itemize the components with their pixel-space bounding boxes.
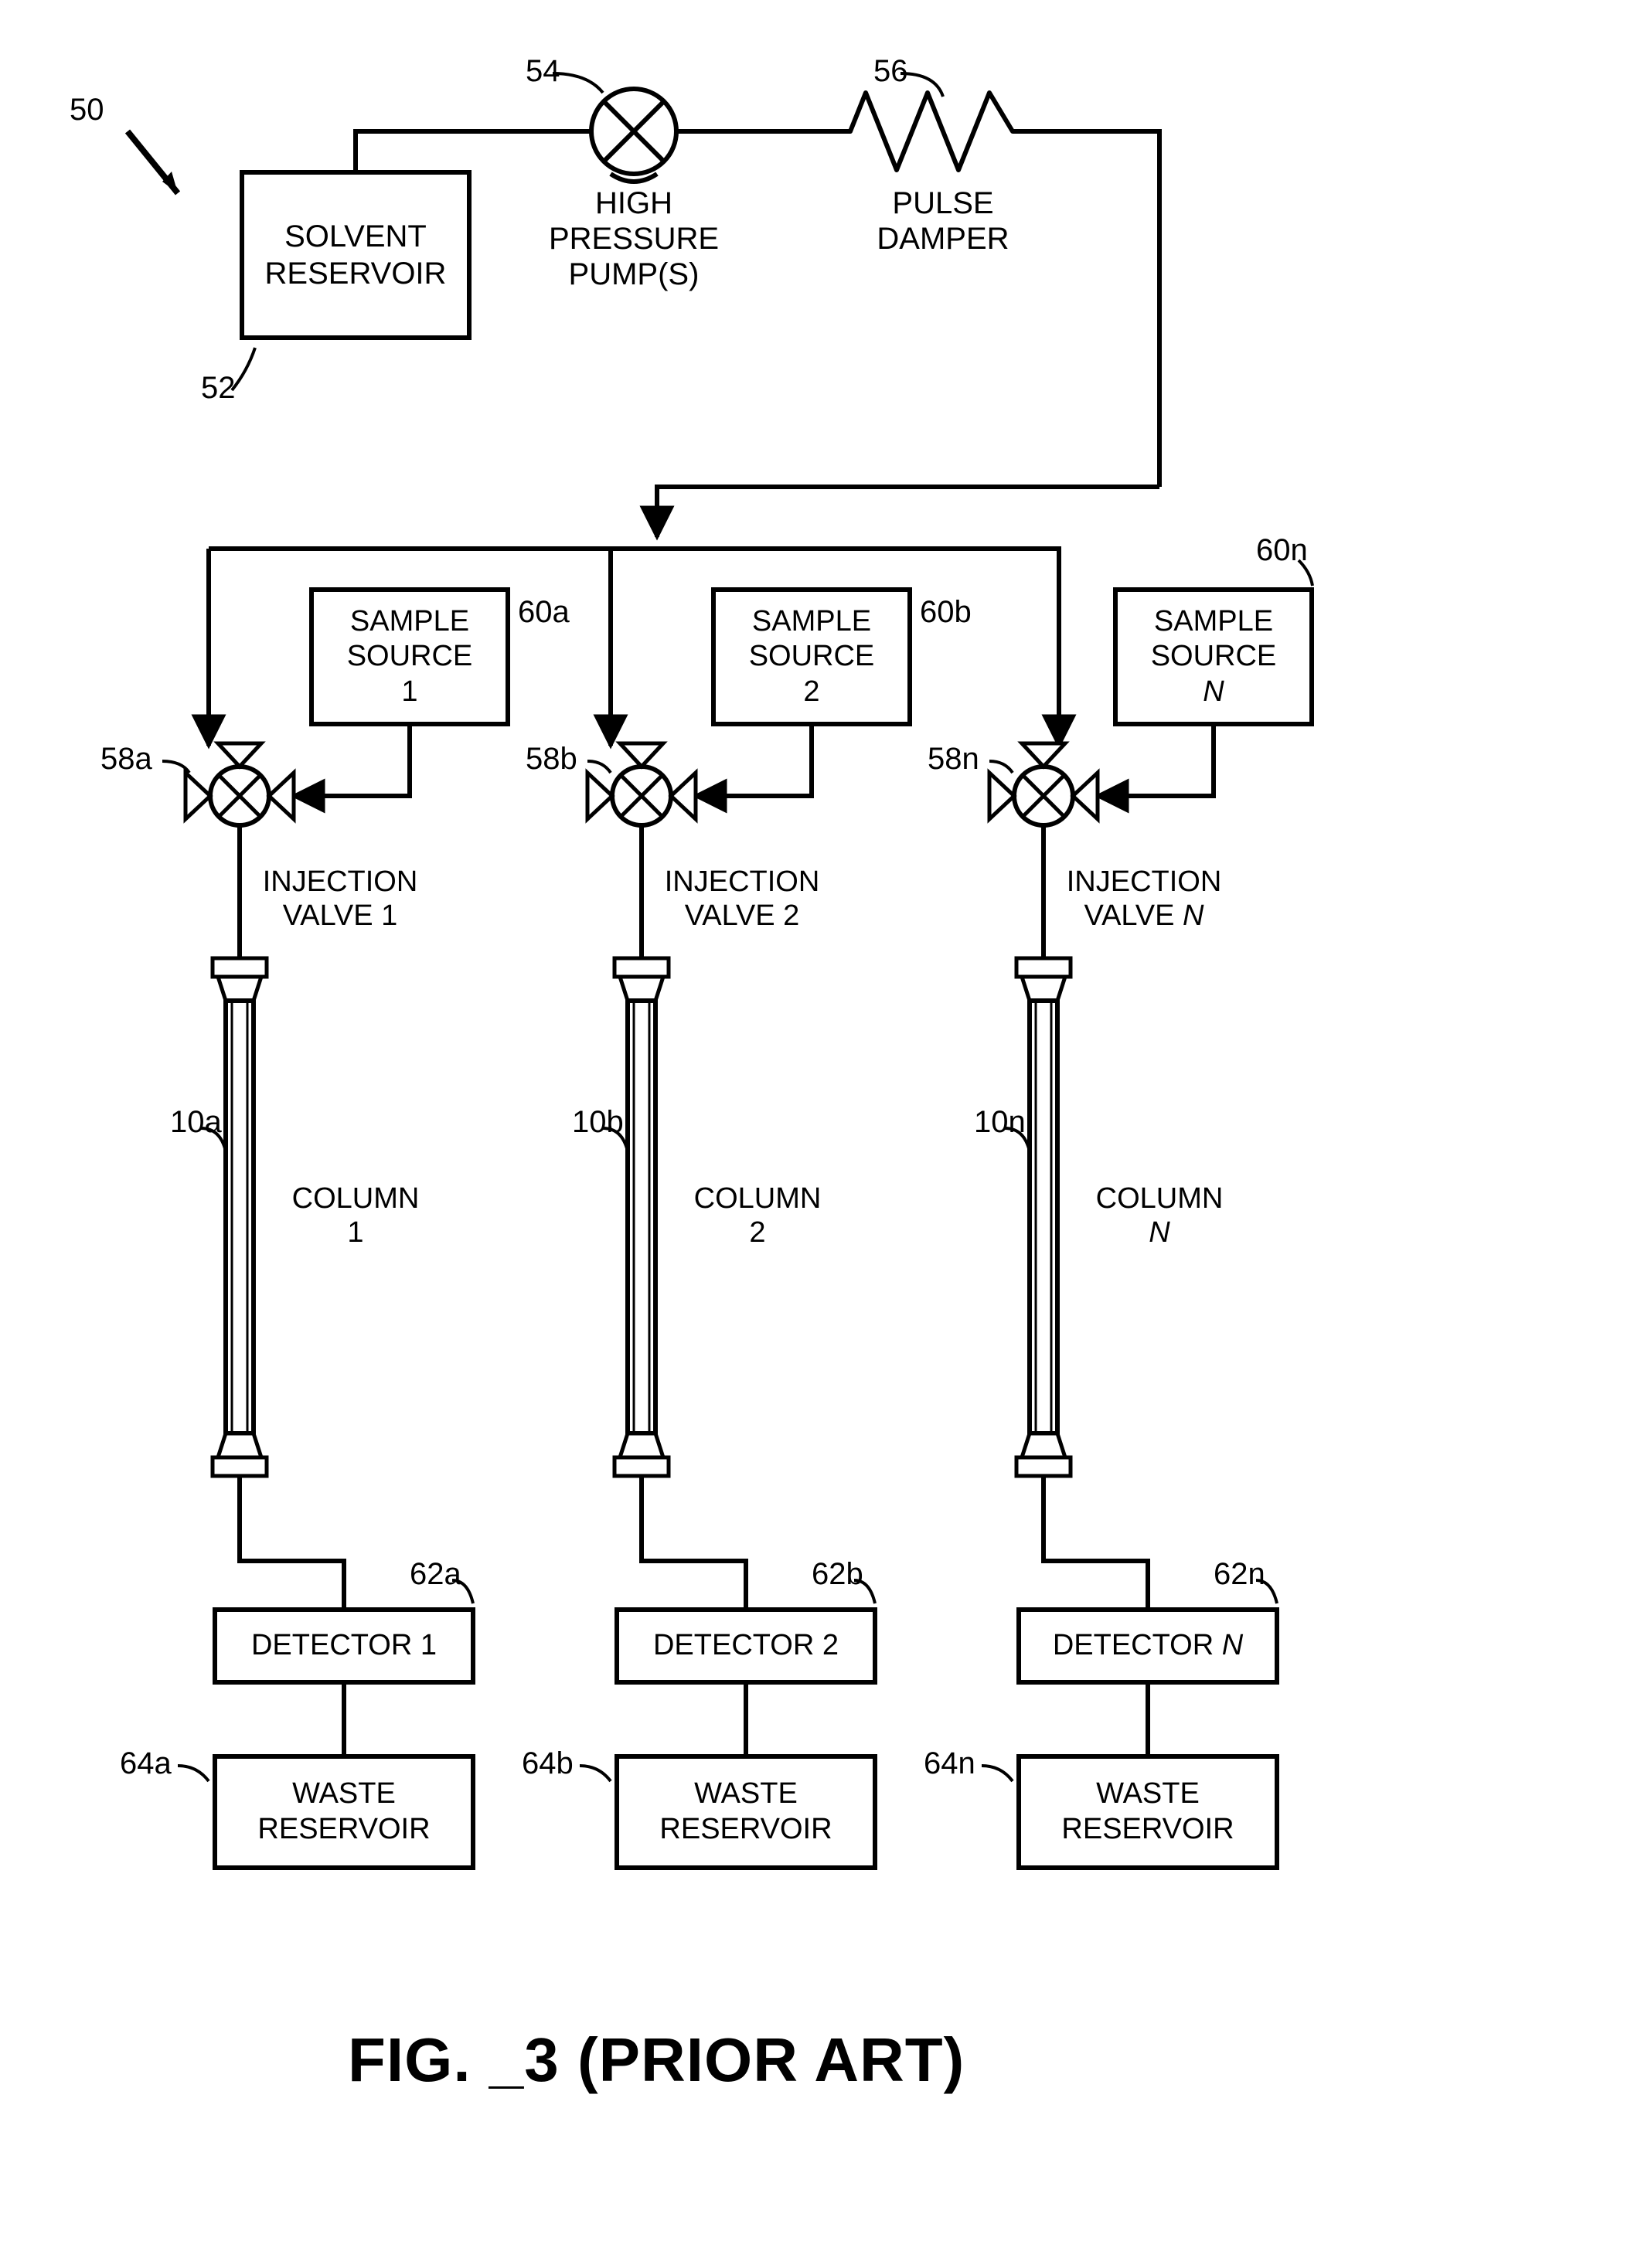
valve-2-label: INJECTIONVALVE 2 xyxy=(649,865,835,933)
ref-58n: 58n xyxy=(928,742,979,777)
column-2-label: COLUMN2 xyxy=(680,1182,835,1250)
solvent-reservoir-box: SOLVENTRESERVOIR xyxy=(240,170,472,340)
detector-2-box: DETECTOR 2 xyxy=(615,1607,877,1685)
pump-icon xyxy=(591,89,676,182)
figure-caption: FIG. _3 (PRIOR ART) xyxy=(348,2025,965,2096)
waste-2-label: WASTERESERVOIR xyxy=(659,1777,832,1847)
sample-source-1-box: SAMPLESOURCE1 xyxy=(309,587,510,726)
ref-10b: 10b xyxy=(572,1105,624,1140)
ref-52: 52 xyxy=(201,371,236,406)
sample-2-label: SAMPLESOURCE2 xyxy=(749,604,875,710)
sample-n-label: SAMPLESOURCEN xyxy=(1151,604,1277,710)
ref-main: 50 xyxy=(70,93,104,128)
injection-valve-n-icon xyxy=(989,743,1098,825)
ref-62a: 62a xyxy=(410,1557,461,1592)
sample-source-n-box: SAMPLESOURCEN xyxy=(1113,587,1314,726)
waste-2-box: WASTERESERVOIR xyxy=(615,1754,877,1870)
valve-1-label: INJECTIONVALVE 1 xyxy=(247,865,433,933)
sample-1-label: SAMPLESOURCE1 xyxy=(347,604,473,710)
waste-1-label: WASTERESERVOIR xyxy=(257,1777,430,1847)
column-2-icon xyxy=(615,958,669,1476)
ref-60n: 60n xyxy=(1256,533,1308,568)
detector-n-label: DETECTOR N xyxy=(1053,1628,1243,1664)
detector-2-label: DETECTOR 2 xyxy=(653,1628,839,1664)
column-n-icon xyxy=(1016,958,1071,1476)
column-n-label: COLUMNN xyxy=(1082,1182,1237,1250)
valve-n-label: INJECTIONVALVE N xyxy=(1051,865,1237,933)
ref-60a: 60a xyxy=(518,595,570,630)
waste-n-box: WASTERESERVOIR xyxy=(1016,1754,1279,1870)
solvent-label: SOLVENTRESERVOIR xyxy=(265,218,447,292)
ref-64a: 64a xyxy=(120,1746,172,1781)
ref-62b: 62b xyxy=(812,1557,863,1592)
ref-10a: 10a xyxy=(170,1105,222,1140)
column-1-label: COLUMN1 xyxy=(278,1182,433,1250)
injection-valve-1-icon xyxy=(186,743,294,825)
ref-58b: 58b xyxy=(526,742,577,777)
damper-icon xyxy=(819,93,1043,170)
pump-label: HIGHPRESSUREPUMP(S) xyxy=(533,185,734,292)
ref-64n: 64n xyxy=(924,1746,975,1781)
ref-54: 54 xyxy=(526,54,560,89)
ref-62n: 62n xyxy=(1214,1557,1265,1592)
injection-valve-2-icon xyxy=(587,743,696,825)
waste-1-box: WASTERESERVOIR xyxy=(213,1754,475,1870)
detector-n-box: DETECTOR N xyxy=(1016,1607,1279,1685)
hplc-diagram: 50 SOLVENTRESERVOIR 52 HIGHPRESSUREPUMP(… xyxy=(46,46,1592,2210)
ref-64b: 64b xyxy=(522,1746,574,1781)
damper-label: PULSEDAMPER xyxy=(843,185,1043,257)
ref-60b: 60b xyxy=(920,595,972,630)
ref-10n: 10n xyxy=(974,1105,1026,1140)
diagram-svg xyxy=(46,46,1592,2210)
ref-56: 56 xyxy=(873,54,908,89)
detector-1-label: DETECTOR 1 xyxy=(251,1628,437,1664)
detector-1-box: DETECTOR 1 xyxy=(213,1607,475,1685)
sample-source-2-box: SAMPLESOURCE2 xyxy=(711,587,912,726)
waste-n-label: WASTERESERVOIR xyxy=(1061,1777,1234,1847)
ref-58a: 58a xyxy=(100,742,152,777)
column-1-icon xyxy=(213,958,267,1476)
